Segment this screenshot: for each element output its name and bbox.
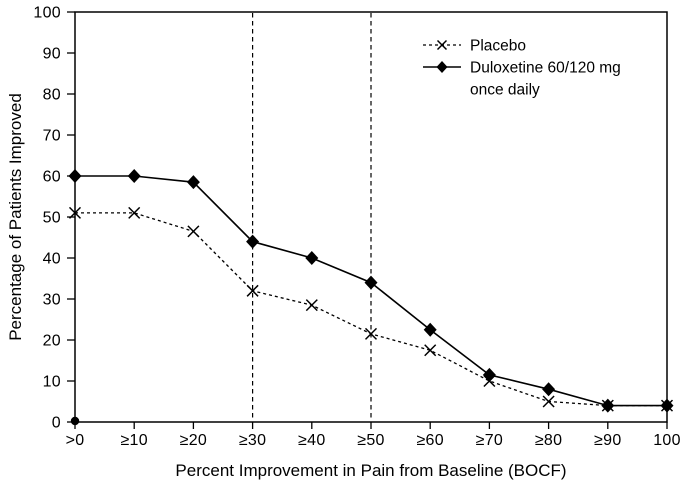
legend-label-duloxetine-line2: once daily (470, 82, 540, 99)
y-axis-tick-label: 80 (43, 87, 61, 104)
legend-duloxetine-marker (436, 61, 448, 73)
duloxetine-marker (542, 382, 556, 397)
duloxetine-marker (660, 398, 674, 413)
x-axis-title: Percent Improvement in Pain from Baselin… (175, 461, 566, 480)
placebo-marker (187, 225, 200, 238)
placebo-marker (542, 395, 555, 408)
legend-label-duloxetine: Duloxetine 60/120 mg (470, 60, 621, 77)
duloxetine-marker (127, 169, 141, 183)
duloxetine-marker (601, 398, 615, 413)
x-axis-tick-label: ≥60 (416, 432, 443, 449)
origin-marker (70, 416, 80, 426)
x-axis-tick-label: ≥90 (594, 432, 621, 449)
x-axis-tick-label: ≥80 (535, 432, 562, 449)
duloxetine-marker (423, 322, 437, 337)
y-axis-tick-label: 0 (52, 415, 61, 432)
x-axis-tick-label: ≥10 (120, 432, 147, 449)
placebo-marker (424, 344, 437, 357)
y-axis-tick-label: 70 (43, 128, 61, 145)
x-axis-tick-label: ≥50 (357, 432, 384, 449)
placebo-marker (364, 327, 378, 340)
placebo-marker (68, 206, 82, 219)
y-axis-tick-label: 90 (43, 46, 61, 63)
duloxetine-marker (246, 234, 260, 249)
placebo-marker (128, 206, 141, 219)
y-axis-tick-label: 40 (43, 251, 61, 268)
y-axis-tick-label: 60 (43, 169, 61, 186)
y-axis-tick-label: 10 (43, 374, 61, 391)
placebo-marker (246, 284, 259, 297)
y-axis-tick-label: 100 (33, 5, 61, 22)
x-axis-tick-label: ≥40 (298, 432, 325, 449)
y-axis-tick-label: 20 (43, 333, 61, 350)
placebo-marker (305, 299, 318, 312)
x-axis-tick-label: ≥70 (476, 432, 503, 449)
duloxetine-marker (482, 367, 496, 382)
x-axis-tick-label: ≥30 (239, 432, 266, 449)
duloxetine-marker (186, 175, 200, 190)
x-axis-tick-label: 100 (653, 432, 681, 449)
legend-placebo-marker (436, 39, 448, 51)
y-axis-tick-label: 30 (43, 292, 61, 309)
y-axis-title: Percentage of Patients Improved (6, 93, 25, 341)
duloxetine-marker (68, 169, 82, 183)
legend-label-placebo: Placebo (470, 38, 526, 55)
x-axis-tick-label: ≥20 (180, 432, 207, 449)
duloxetine-marker (305, 251, 319, 265)
duloxetine-line (75, 175, 667, 407)
duloxetine-marker (364, 275, 378, 290)
x-axis-tick-label: >0 (66, 432, 85, 449)
y-axis-tick-label: 50 (43, 210, 61, 227)
